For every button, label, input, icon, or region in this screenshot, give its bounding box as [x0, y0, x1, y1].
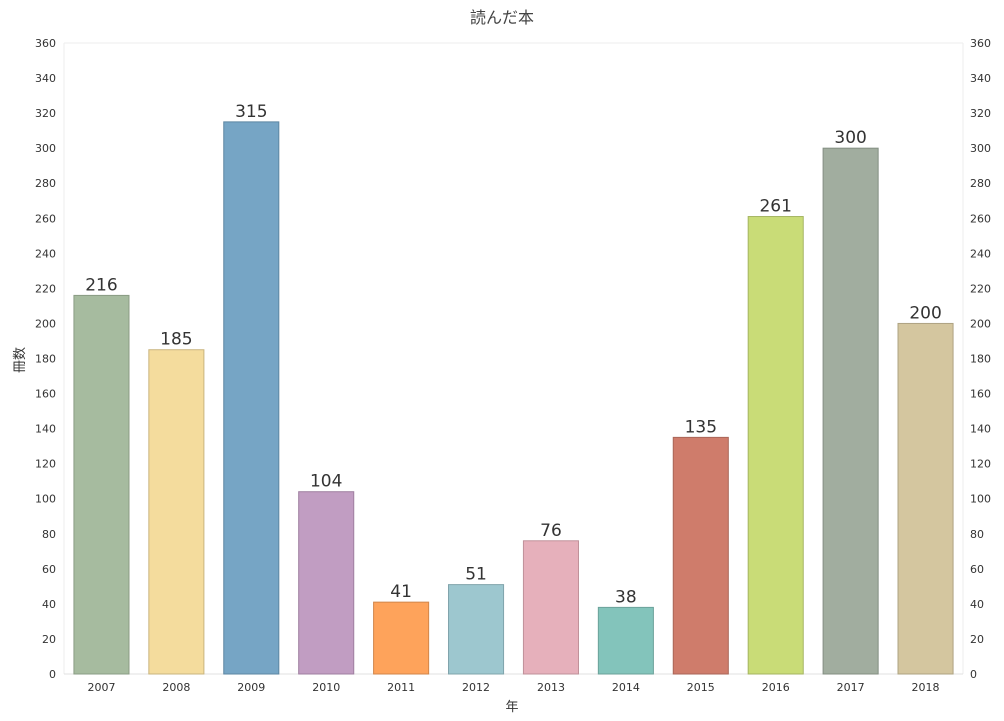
bar-2009[interactable]	[223, 121, 280, 675]
data-label-2014: 38	[615, 587, 637, 607]
bar-2010[interactable]	[298, 491, 355, 675]
y-tick-label-left: 200	[35, 317, 56, 330]
bar-2016[interactable]	[747, 216, 804, 675]
y-tick-label-right: 220	[970, 282, 991, 295]
y-tick-label-right: 120	[970, 458, 991, 471]
y-tick-label-right: 40	[970, 598, 984, 611]
y-tick-label-right: 140	[970, 423, 991, 436]
data-label-2016: 261	[759, 197, 791, 217]
y-tick-label-left: 320	[35, 107, 56, 120]
bar-2015[interactable]	[672, 436, 729, 675]
data-label-2010: 104	[310, 472, 342, 492]
x-tick-label-2007: 2007	[87, 681, 115, 694]
bars-layer	[73, 121, 954, 675]
y-tick-label-left: 240	[35, 247, 56, 260]
bar-2013[interactable]	[522, 540, 579, 675]
x-tick-label-2016: 2016	[762, 681, 790, 694]
x-tick-label-2012: 2012	[462, 681, 490, 694]
x-tick-label-2011: 2011	[387, 681, 415, 694]
bar-2018[interactable]	[897, 322, 954, 675]
y-tick-label-right: 100	[970, 493, 991, 506]
data-label-2011: 41	[390, 582, 412, 602]
data-label-2015: 135	[685, 417, 717, 437]
data-label-2017: 300	[834, 128, 866, 148]
x-tick-label-2013: 2013	[537, 681, 565, 694]
y-tick-label-left: 60	[42, 563, 56, 576]
x-tick-label-2010: 2010	[312, 681, 340, 694]
x-tick-label-2014: 2014	[612, 681, 640, 694]
data-labels-layer: 216 185 315 104 41 51 76 38 135 261 300 200	[85, 102, 942, 608]
y-tick-label-left: 280	[35, 177, 56, 190]
bar-2008[interactable]	[148, 349, 205, 675]
bar-2014[interactable]	[597, 606, 654, 675]
x-tick-label-2008: 2008	[162, 681, 190, 694]
y-tick-label-right: 20	[970, 633, 984, 646]
data-label-2008: 185	[160, 330, 192, 350]
left-y-axis-ticks: 0 20 40 60 80 100 120 140 160 180 200 220 240 260 280 3…	[35, 37, 56, 681]
y-tick-label-left: 80	[42, 528, 56, 541]
y-tick-label-left: 180	[35, 353, 56, 366]
y-tick-label-left: 360	[35, 37, 56, 50]
y-tick-label-right: 80	[970, 528, 984, 541]
y-tick-label-right: 260	[970, 212, 991, 225]
bar-2007[interactable]	[73, 294, 130, 675]
x-tick-label-2009: 2009	[237, 681, 265, 694]
y-tick-label-left: 300	[35, 142, 56, 155]
data-label-2009: 315	[235, 102, 267, 122]
x-tick-label-2018: 2018	[912, 681, 940, 694]
y-tick-label-left: 160	[35, 388, 56, 401]
y-tick-label-right: 240	[970, 247, 991, 260]
bar-2017[interactable]	[822, 147, 879, 675]
y-tick-label-right: 0	[970, 668, 977, 681]
y-tick-label-left: 220	[35, 282, 56, 295]
x-tick-label-2017: 2017	[837, 681, 865, 694]
grid-layer	[63, 42, 964, 675]
y-tick-label-right: 340	[970, 72, 991, 85]
y-tick-label-right: 60	[970, 563, 984, 576]
y-tick-label-right: 360	[970, 37, 991, 50]
y-tick-label-left: 120	[35, 458, 56, 471]
x-axis-ticks: 2007 2008 2009 2010 2011 2012 2013 2014 2015 2016…	[87, 681, 939, 694]
y-tick-label-left: 140	[35, 423, 56, 436]
y-tick-label-left: 260	[35, 212, 56, 225]
y-tick-label-right: 200	[970, 317, 991, 330]
y-tick-label-left: 0	[49, 668, 56, 681]
x-axis-title: 年	[505, 700, 518, 715]
y-tick-label-right: 280	[970, 177, 991, 190]
right-y-axis-ticks: 0 20 40 60 80 100 120 140 160 180 200 220 240 260 280 3…	[970, 37, 991, 681]
y-tick-label-left: 40	[42, 598, 56, 611]
y-tick-label-right: 180	[970, 353, 991, 366]
x-tick-label-2015: 2015	[687, 681, 715, 694]
y-tick-label-right: 160	[970, 388, 991, 401]
y-tick-label-left: 20	[42, 633, 56, 646]
y-axis-title: 冊数	[13, 347, 28, 373]
y-tick-label-right: 300	[970, 142, 991, 155]
data-label-2012: 51	[465, 565, 487, 585]
bar-2012[interactable]	[448, 584, 505, 675]
chart-title: 読んだ本	[470, 8, 534, 27]
y-tick-label-right: 320	[970, 107, 991, 120]
data-label-2013: 76	[540, 521, 562, 541]
y-tick-label-left: 100	[35, 493, 56, 506]
data-label-2007: 216	[85, 275, 117, 295]
bar-2011[interactable]	[373, 601, 430, 675]
y-tick-label-left: 340	[35, 72, 56, 85]
data-label-2018: 200	[909, 303, 941, 323]
